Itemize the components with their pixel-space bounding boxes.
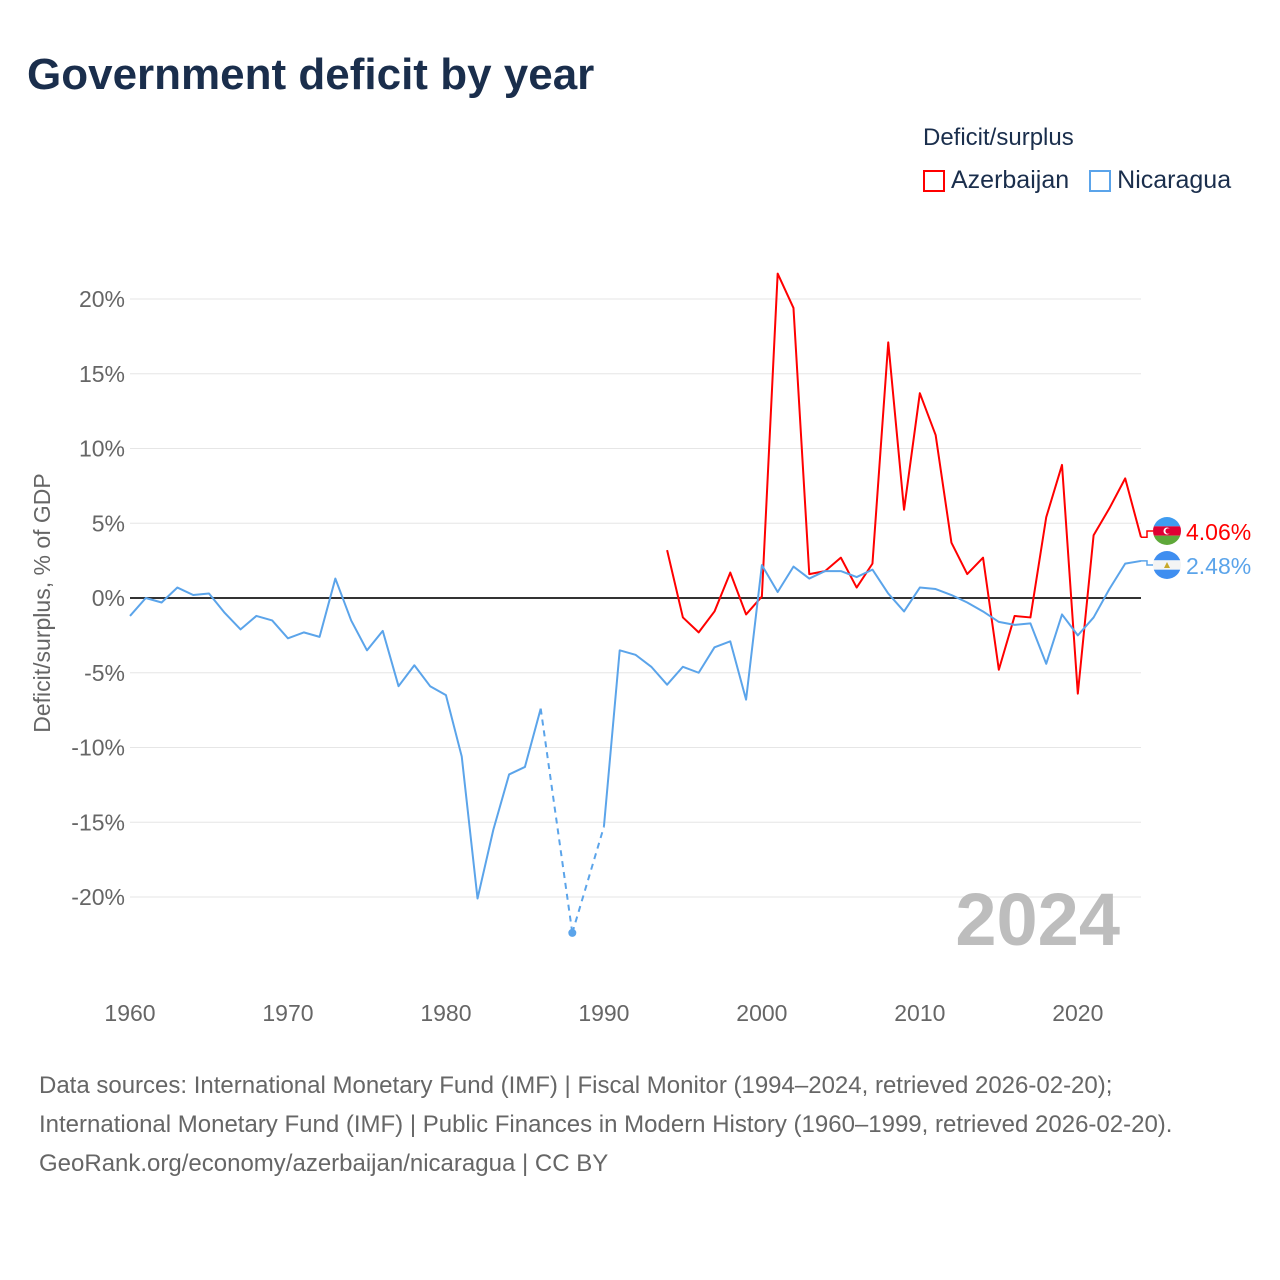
chart-area: 20% 15% 10% 5% 0% -5% -10% -15% -20% 1960 1970 1980…	[29, 272, 1251, 1026]
x-tick-label: 2010	[894, 1000, 945, 1026]
credit-link[interactable]: GeoRank.org/economy/azerbaijan/nicaragua…	[39, 1150, 609, 1177]
x-tick-label: 1970	[262, 1000, 313, 1026]
legend-label-azerbaijan: Azerbaijan	[951, 166, 1070, 194]
y-tick-label: -5%	[84, 660, 125, 686]
y-tick-label: 0%	[92, 585, 125, 611]
azerbaijan-flag-icon	[1153, 517, 1181, 545]
y-tick-label: -20%	[71, 884, 125, 910]
x-tick-label: 2020	[1052, 1000, 1103, 1026]
legend-label-nicaragua: Nicaragua	[1117, 166, 1232, 194]
legend-item-azerbaijan[interactable]: Azerbaijan	[923, 166, 1069, 195]
x-tick-label: 1990	[578, 1000, 629, 1026]
series-gap-line-nicaragua	[539, 708, 574, 934]
isolated-point-nicaragua	[568, 928, 577, 937]
series-line-nicaragua	[602, 559, 1142, 827]
year-watermark: 2024	[955, 878, 1120, 961]
y-tick-label: -15%	[71, 809, 125, 835]
y-tick-label: -10%	[71, 735, 125, 761]
y-axis-label: Deficit/surplus, % of GDP	[29, 473, 55, 732]
x-tick-label: 1960	[104, 1000, 155, 1026]
legend: Azerbaijan Nicaragua	[923, 166, 1231, 195]
x-tick-label: 1980	[420, 1000, 471, 1026]
y-tick-label: 5%	[92, 510, 125, 536]
series-gap-line-nicaragua	[571, 826, 605, 934]
legend-item-nicaragua[interactable]: Nicaragua	[1089, 166, 1231, 195]
y-tick-label: 10%	[79, 436, 125, 462]
series-line-azerbaijan	[666, 272, 1142, 695]
legend-swatch-nicaragua	[1089, 169, 1112, 192]
data-sources: Data sources: International Monetary Fun…	[39, 1072, 1173, 1138]
y-tick-label: 20%	[79, 286, 125, 312]
legend-swatch-azerbaijan	[923, 169, 945, 192]
end-connector	[1141, 530, 1153, 539]
series-line-nicaragua	[129, 577, 542, 900]
end-value-label-azerbaijan: 4.06%	[1186, 519, 1251, 545]
legend-title: Deficit/surplus	[923, 124, 1074, 151]
y-tick-label: 15%	[79, 361, 125, 387]
end-connector	[1141, 560, 1153, 566]
end-value-label-nicaragua: 2.48%	[1186, 553, 1251, 579]
footer: Data sources: International Monetary Fun…	[39, 1066, 1239, 1183]
chart-title: Government deficit by year	[27, 50, 595, 99]
x-tick-label: 2000	[736, 1000, 787, 1026]
nicaragua-flag-icon	[1153, 551, 1181, 579]
